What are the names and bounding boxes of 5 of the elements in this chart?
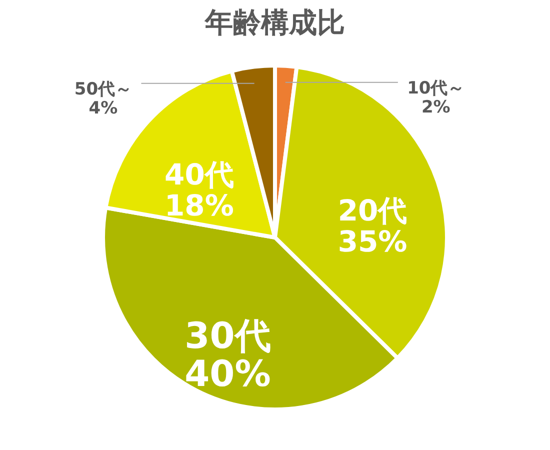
data-label: 4%	[88, 98, 118, 118]
slice-label: 10代～	[407, 78, 465, 98]
slice-label: 50代～	[74, 79, 132, 100]
data-label: 2%	[421, 97, 450, 118]
chart-title: 年齢構成比	[204, 6, 345, 39]
